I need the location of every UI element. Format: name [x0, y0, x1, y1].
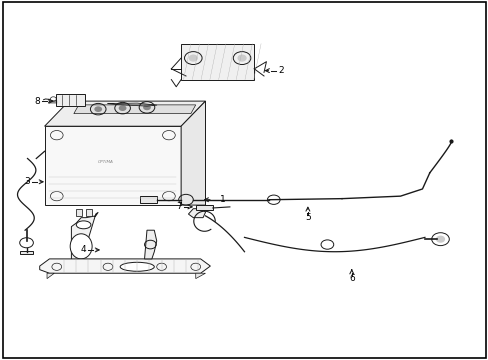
Circle shape [119, 105, 126, 111]
Polygon shape [181, 101, 205, 205]
Bar [76, 210, 82, 216]
Polygon shape [140, 196, 157, 203]
Text: OPTIMA: OPTIMA [98, 160, 114, 164]
Polygon shape [44, 101, 205, 126]
Text: 8: 8 [34, 96, 40, 105]
Bar [86, 210, 92, 216]
FancyBboxPatch shape [56, 94, 84, 106]
Ellipse shape [70, 234, 92, 259]
Ellipse shape [76, 221, 91, 229]
Text: 5: 5 [305, 213, 310, 222]
Circle shape [189, 55, 197, 61]
Circle shape [436, 236, 444, 242]
Text: 4: 4 [81, 246, 86, 255]
Circle shape [94, 106, 102, 112]
Polygon shape [195, 205, 212, 211]
Ellipse shape [120, 262, 154, 271]
Polygon shape [181, 44, 254, 80]
Polygon shape [74, 105, 195, 114]
Text: 1: 1 [219, 195, 225, 204]
Polygon shape [71, 212, 98, 266]
Polygon shape [47, 273, 54, 279]
Text: 6: 6 [348, 274, 354, 283]
Polygon shape [144, 230, 157, 259]
Text: 2: 2 [278, 66, 284, 75]
Polygon shape [188, 209, 205, 218]
Circle shape [143, 104, 151, 110]
Bar [20, 251, 33, 254]
Polygon shape [195, 273, 205, 279]
Text: 3: 3 [24, 177, 30, 186]
Bar [44, 126, 181, 205]
Polygon shape [40, 259, 210, 273]
Text: 7: 7 [176, 202, 181, 211]
Circle shape [238, 55, 245, 61]
